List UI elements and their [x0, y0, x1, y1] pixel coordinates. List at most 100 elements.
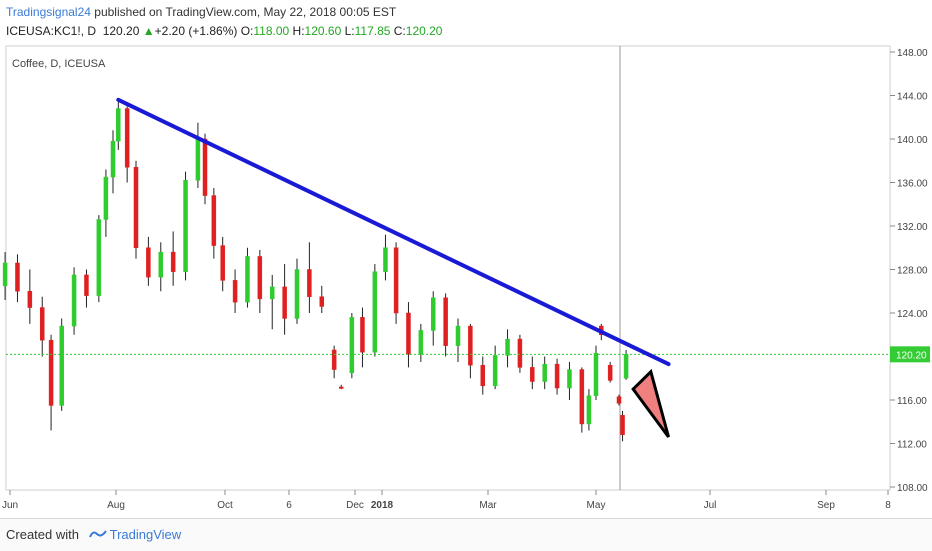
candle-body-down — [220, 245, 225, 281]
candle[interactable] — [183, 171, 188, 281]
candle[interactable] — [517, 334, 523, 373]
candle[interactable] — [245, 247, 250, 308]
candle[interactable] — [338, 384, 344, 390]
candle-body-up — [383, 247, 388, 272]
candle[interactable] — [307, 242, 312, 313]
candle-body-down — [282, 286, 287, 319]
candle[interactable] — [331, 345, 337, 379]
candle[interactable] — [202, 133, 208, 205]
candle-body-up — [372, 271, 378, 353]
x-axis[interactable]: Jun Aug Oct 6 Dec 2018 Mar May Jul Sep 8 — [2, 490, 891, 511]
candle[interactable] — [146, 236, 151, 286]
candle-body-up — [195, 138, 201, 181]
bearish-triangle-drawing[interactable] — [631, 368, 670, 438]
close-value: 120.20 — [405, 24, 443, 38]
candle[interactable] — [15, 254, 20, 303]
candle[interactable] — [554, 358, 560, 395]
close-label: C: — [393, 24, 406, 38]
tradingview-logo-icon — [88, 528, 107, 543]
candle-body-down — [620, 414, 625, 436]
candle[interactable] — [116, 99, 121, 150]
candle-body-up — [71, 274, 77, 327]
open-label: O: — [240, 24, 254, 38]
candle[interactable] — [393, 242, 399, 324]
candle-body-down — [170, 251, 176, 272]
candle-body-down — [257, 256, 263, 300]
author-link[interactable]: Tradingsignal24 — [6, 5, 91, 19]
x-tick-label: 6 — [286, 500, 292, 511]
candle[interactable] — [96, 215, 102, 303]
y-tick-label: 116.00 — [897, 396, 927, 407]
candle[interactable] — [542, 356, 547, 390]
candle[interactable] — [505, 329, 510, 368]
candle[interactable] — [133, 160, 139, 259]
open-value: 118.00 — [253, 24, 290, 38]
candle[interactable] — [124, 106, 130, 183]
candle[interactable] — [110, 130, 116, 194]
candle[interactable] — [372, 264, 378, 357]
candle[interactable] — [593, 345, 599, 400]
candle[interactable] — [616, 394, 622, 406]
x-tick-label: 8 — [885, 500, 891, 511]
candle-body-down — [15, 262, 20, 292]
candle-body-up — [183, 180, 188, 272]
candle[interactable] — [360, 307, 365, 368]
candle[interactable] — [257, 249, 263, 313]
candle-body-down — [48, 339, 54, 406]
candle[interactable] — [492, 345, 498, 390]
candle-body-down — [393, 247, 399, 314]
candle[interactable] — [349, 313, 355, 379]
candle[interactable] — [282, 264, 287, 335]
candle[interactable] — [579, 367, 585, 433]
candle[interactable] — [294, 258, 300, 324]
candle[interactable] — [27, 269, 33, 324]
candle[interactable] — [567, 361, 572, 400]
candle[interactable] — [620, 410, 625, 442]
candle[interactable] — [158, 242, 164, 292]
candle[interactable] — [443, 293, 448, 357]
candle[interactable] — [211, 187, 217, 259]
candle-body-down — [616, 396, 622, 404]
created-with: Created with TradingView — [6, 527, 181, 543]
x-tick-label: Aug — [107, 500, 125, 511]
candle[interactable] — [406, 302, 411, 368]
candle[interactable] — [586, 389, 592, 431]
candle[interactable] — [48, 334, 54, 431]
tradingview-brand[interactable]: TradingView — [109, 527, 182, 542]
candle[interactable] — [84, 269, 89, 308]
chart-area[interactable]: Coffee, D, ICEUSA 148.00 144.00 140.00 136.… — [0, 44, 932, 518]
candle-body-down — [480, 364, 486, 387]
candle[interactable] — [220, 236, 225, 292]
candle[interactable] — [2, 252, 8, 300]
footer: Created with TradingView — [0, 518, 932, 551]
candle-body-up — [110, 140, 116, 178]
candle[interactable] — [319, 285, 325, 313]
candle[interactable] — [468, 323, 473, 379]
low-label: L: — [344, 24, 355, 38]
candle[interactable] — [607, 361, 613, 383]
candle-body-up — [245, 256, 250, 303]
price-chart[interactable]: Coffee, D, ICEUSA 148.00 144.00 140.00 136.… — [0, 44, 932, 518]
candle[interactable] — [418, 323, 424, 362]
trendline[interactable] — [116, 97, 671, 367]
candle[interactable] — [480, 356, 486, 395]
candle-body-down — [517, 338, 523, 368]
candle[interactable] — [383, 234, 388, 281]
candle-body-up — [492, 355, 498, 387]
chart-title: Coffee, D, ICEUSA — [12, 58, 106, 70]
candle[interactable] — [170, 231, 176, 286]
candle[interactable] — [530, 356, 535, 390]
candle-body-up — [430, 297, 436, 331]
candle[interactable] — [269, 274, 275, 330]
candle[interactable] — [232, 269, 238, 314]
candle[interactable] — [59, 318, 64, 411]
candle[interactable] — [71, 267, 77, 335]
candle[interactable] — [39, 296, 45, 357]
x-tick-label: Dec — [346, 500, 364, 511]
candle[interactable] — [430, 291, 436, 346]
candle[interactable] — [103, 169, 109, 237]
candle-body-up — [294, 269, 300, 319]
candles[interactable] — [2, 99, 629, 442]
candle-body-down — [124, 108, 130, 168]
overlays[interactable]: 120.20 — [6, 97, 930, 438]
